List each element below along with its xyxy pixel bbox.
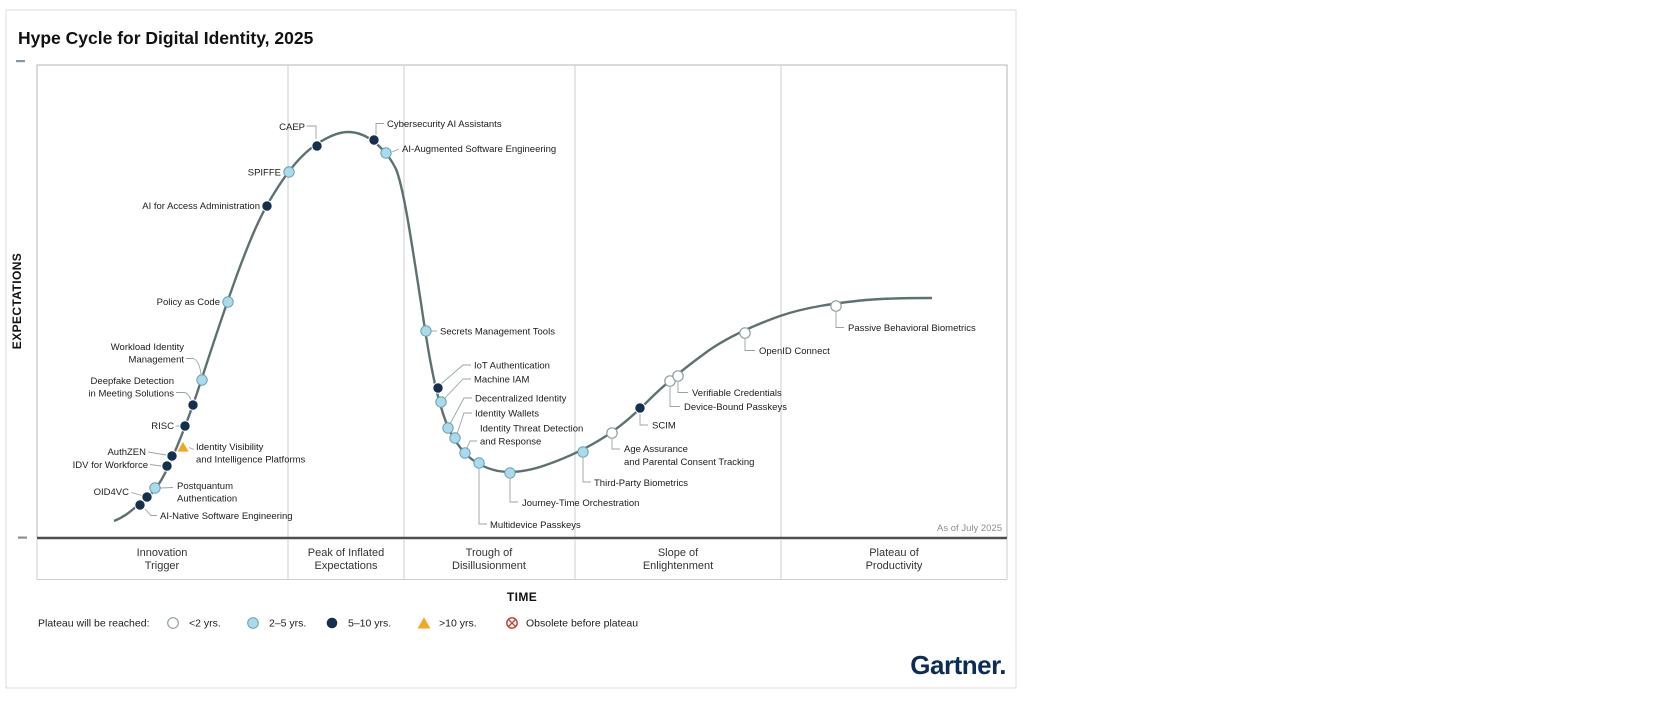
legend-item-2-5: 2–5 yrs. xyxy=(269,618,306,630)
label-third-party-biometrics: Third-Party Biometrics xyxy=(594,478,688,489)
marker-iot-authentication xyxy=(432,382,444,394)
label-iot-authentication: IoT Authentication xyxy=(474,361,550,372)
y-axis-top-tick xyxy=(16,60,25,63)
marker-postquantum-authentication xyxy=(149,482,161,494)
marker-ai-augmented-software-engineering xyxy=(380,147,392,159)
marker-ai-native-software-engineering xyxy=(134,499,146,511)
label-oid4vc: OID4VC xyxy=(94,487,130,498)
label-decentralized-identity: Decentralized Identity xyxy=(475,394,567,405)
label-ai-native-software-engineering: AI-Native Software Engineering xyxy=(160,511,293,522)
legend-title: Plateau will be reached: xyxy=(38,618,150,630)
marker-openid-connect xyxy=(739,327,751,339)
label-scim: SCIM xyxy=(652,421,676,432)
hype-curve xyxy=(113,130,933,523)
marker-policy-as-code xyxy=(222,296,234,308)
marker-decentralized-identity xyxy=(442,422,454,434)
label-workload-identity-management: Workload Identity Management xyxy=(111,342,185,366)
label-multidevice-passkeys: Multidevice Passkeys xyxy=(490,520,581,531)
marker-identity-visibility-platforms xyxy=(176,440,190,453)
legend-item-obsolete: Obsolete before plateau xyxy=(526,618,638,630)
label-secrets-management-tools: Secrets Management Tools xyxy=(440,327,555,338)
phase-trough: Trough of Disillusionment xyxy=(452,547,526,572)
label-policy-as-code: Policy as Code xyxy=(157,297,220,308)
label-journey-time-orchestration: Journey-Time Orchestration xyxy=(522,498,639,509)
marker-idv-for-workforce xyxy=(161,460,173,472)
label-verifiable-credentials: Verifiable Credentials xyxy=(692,388,782,399)
marker-age-assurance xyxy=(606,427,618,439)
legend-triangle-icon xyxy=(417,617,431,629)
marker-journey-time-orchestration xyxy=(504,467,516,479)
legend-lightblue-circle-icon xyxy=(247,617,259,629)
label-authzen: AuthZEN xyxy=(107,447,146,458)
phase-labels: Innovation Trigger Peak of Inflated Expect… xyxy=(137,547,923,572)
label-postquantum-authentication: Postquantum Authentication xyxy=(177,481,237,505)
marker-scim xyxy=(634,402,646,414)
card-border xyxy=(5,9,1017,689)
technology-labels: AI-Native Software Engineering OID4VC Po… xyxy=(73,119,976,531)
legend-white-circle-icon xyxy=(167,617,179,629)
legend-navy-circle-icon xyxy=(326,617,338,629)
label-machine-iam: Machine IAM xyxy=(474,375,530,386)
marker-machine-iam xyxy=(435,396,447,408)
label-identity-wallets: Identity Wallets xyxy=(475,409,539,420)
label-passive-behavioral-biometrics: Passive Behavioral Biometrics xyxy=(848,323,976,334)
marker-secrets-management-tools xyxy=(420,325,432,337)
label-cybersecurity-ai-assistants: Cybersecurity AI Assistants xyxy=(387,119,502,130)
marker-spiffe xyxy=(283,166,295,178)
legend: Plateau will be reached: <2 yrs. 2–5 yrs… xyxy=(38,617,638,630)
marker-authzen xyxy=(166,450,178,462)
marker-identity-wallets xyxy=(449,432,461,444)
label-risc: RISC xyxy=(151,421,174,432)
marker-passive-behavioral-biometrics xyxy=(830,300,842,312)
x-axis-label: TIME xyxy=(507,590,537,604)
legend-item-gt10: >10 yrs. xyxy=(439,618,477,630)
label-spiffe: SPIFFE xyxy=(248,168,281,179)
page-title: Hype Cycle for Digital Identity, 2025 xyxy=(18,28,314,48)
gartner-logo: Gartner. xyxy=(910,650,1006,680)
phase-slope: Slope of Enlightenment xyxy=(643,547,713,572)
label-deepfake-detection: Deepfake Detection in Meeting Solutions xyxy=(88,376,174,400)
marker-verifiable-credentials xyxy=(672,370,684,382)
x-axis-left-tick xyxy=(18,536,27,539)
phase-innovation-trigger: Innovation Trigger xyxy=(137,547,188,572)
marker-third-party-biometrics xyxy=(577,446,589,458)
y-axis-label: EXPECTATIONS xyxy=(10,253,24,349)
technology-markers xyxy=(134,134,842,511)
legend-item-lt2: <2 yrs. xyxy=(189,618,221,630)
marker-multidevice-passkeys xyxy=(473,457,485,469)
label-idv-for-workforce: IDV for Workforce xyxy=(73,460,148,471)
phase-plateau: Plateau of Productivity xyxy=(866,547,923,572)
marker-oid4vc xyxy=(141,491,153,503)
marker-cybersecurity-ai-assistants xyxy=(368,134,380,146)
legend-item-5-10: 5–10 yrs. xyxy=(348,618,391,630)
label-identity-visibility-platforms: Identity Visibility and Intelligence Plat… xyxy=(196,442,306,466)
marker-risc xyxy=(179,420,191,432)
phase-peak: Peak of Inflated Expectations xyxy=(308,547,384,572)
label-connectors xyxy=(130,123,844,525)
label-ai-for-access-administration: AI for Access Administration xyxy=(142,201,260,212)
label-device-bound-passkeys: Device-Bound Passkeys xyxy=(684,402,787,413)
label-caep: CAEP xyxy=(279,122,305,133)
hype-cycle-chart: Hype Cycle for Digital Identity, 2025 EX… xyxy=(5,9,1017,689)
label-age-assurance: Age Assurance and Parental Consent Tracki… xyxy=(624,444,754,468)
marker-workload-identity-management xyxy=(196,374,208,386)
marker-ai-for-access-administration xyxy=(261,200,273,212)
label-identity-threat-detection-response: Identity Threat Detection and Response xyxy=(480,424,583,448)
marker-identity-threat-detection-response xyxy=(459,447,471,459)
label-openid-connect: OpenID Connect xyxy=(759,346,830,357)
marker-caep xyxy=(311,140,323,152)
legend-obsolete-icon xyxy=(506,617,518,629)
as-of-date: As of July 2025 xyxy=(937,523,1002,534)
marker-deepfake-detection xyxy=(187,399,199,411)
label-ai-augmented-software-engineering: AI-Augmented Software Engineering xyxy=(402,144,556,155)
